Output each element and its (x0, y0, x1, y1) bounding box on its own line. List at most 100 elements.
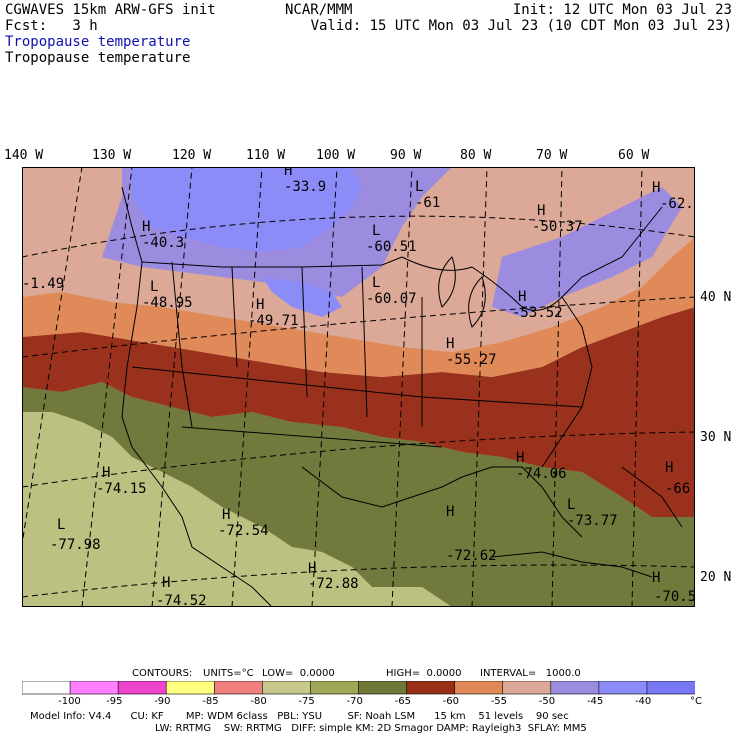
extremum-type: H (142, 219, 150, 235)
graticule (22, 167, 695, 607)
extrema-labels: H -33.9 L -61 H -62.5 H -50.37 L -60.51 … (22, 167, 695, 607)
colorbar-swatch (117, 681, 168, 695)
extremum-value: -74.15 (96, 481, 147, 497)
lon-label: 110 W (246, 148, 286, 163)
field-title-blue: Tropopause temperature (5, 34, 191, 50)
extremum-type: H (652, 570, 660, 586)
band-orange (22, 237, 695, 377)
model-title: CGWAVES 15km ARW-GFS init (5, 2, 216, 18)
colorbar-swatch (22, 681, 71, 695)
extremum-value: -77.98 (50, 537, 101, 553)
lon-label: 120 W (172, 148, 212, 163)
extremum-value: -72.62 (446, 548, 497, 564)
extremum-type: H (222, 507, 230, 523)
model-info-line1: Model Info: V4.4 CU: KF MP: WDM 6class P… (30, 711, 569, 722)
colorbar-tick-label: -65 (394, 696, 411, 707)
extremum-type: L (150, 279, 158, 295)
tropopause-temperature-map: H -33.9 L -61 H -62.5 H -50.37 L -60.51 … (22, 167, 695, 607)
colorbar-units: °C (690, 696, 702, 707)
lon-label: 60 W (618, 148, 650, 163)
extremum-value: -53.52 (512, 305, 563, 321)
extremum-type: H (518, 289, 526, 305)
extremum-value: -40.3 (142, 235, 184, 251)
extremum-type: L (372, 223, 380, 239)
lon-label: 140 W (4, 148, 44, 163)
colorbar-swatch (406, 681, 456, 695)
extremum-value: -72.88 (308, 576, 359, 592)
colorbar (22, 681, 695, 695)
colorbar-swatch (454, 681, 504, 695)
extremum-type: L (57, 517, 65, 533)
band-lt-olive-sw (22, 412, 452, 607)
extremum-value: -73.77 (567, 513, 618, 529)
extremum-value: -66 (665, 481, 690, 497)
lon-label: 70 W (536, 148, 568, 163)
colorbar-tick-label: -45 (586, 696, 604, 707)
extremum-value: -61 (415, 195, 440, 211)
colorbar-swatch (213, 681, 264, 695)
colorbar-swatch (358, 681, 408, 695)
colorbar-swatch (69, 681, 119, 695)
extremum-type: H (446, 336, 454, 352)
init-time: Init: 12 UTC Mon 03 Jul 23 (512, 2, 732, 18)
contours-units: UNITS=°C (203, 668, 254, 679)
extremum-value: -74.06 (516, 466, 567, 482)
lon-label: 90 W (390, 148, 422, 163)
colorbar-tick-label: -55 (490, 696, 508, 707)
extremum-type: H (652, 180, 660, 196)
colorbar-swatch (598, 681, 648, 695)
lon-label: 100 W (316, 148, 356, 163)
model-info-line2: LW: RRTMG SW: RRTMG DIFF: simple KM: 2D … (155, 723, 587, 734)
colorbar-swatch (550, 681, 600, 695)
valid-time: Valid: 15 UTC Mon 03 Jul 23 (10 CDT Mon … (310, 18, 732, 34)
extremum-value: -48.95 (142, 295, 193, 311)
extremum-type: H (308, 561, 316, 577)
colorbar-tick-label: -95 (106, 696, 123, 707)
extremum-value: -33.9 (284, 179, 326, 195)
contours-label: CONTOURS: (132, 668, 193, 679)
extremum-value: -55.27 (446, 352, 497, 368)
lat-label: 40 N (700, 290, 732, 305)
extremum-value: -70.5 (654, 589, 695, 605)
colorbar-swatch (310, 681, 360, 695)
band-blue-2 (262, 277, 342, 317)
coastlines-borders (121, 186, 683, 607)
forecast-hour: Fcst: 3 h (5, 18, 98, 34)
extremum-type: L (372, 275, 380, 291)
lon-label: 80 W (460, 148, 492, 163)
colorbar-tick-label: -70 (346, 696, 363, 707)
extremum-type: H (284, 167, 292, 179)
colorbar-swatch (262, 681, 312, 695)
extremum-type: H (665, 460, 673, 476)
contours-high: HIGH= 0.0000 (386, 668, 462, 679)
extremum-type: H (102, 465, 110, 481)
colorbar-tick-label: -80 (250, 696, 267, 707)
colorbar-tick-label: -85 (202, 696, 219, 707)
extremum-type: H (446, 504, 454, 520)
band-blue (132, 167, 362, 252)
extremum-value: -62.5 (660, 196, 695, 212)
extremum-value: -72.54 (218, 523, 269, 539)
extremum-type: H (516, 450, 524, 466)
lon-label: 130 W (92, 148, 132, 163)
colorbar-swatch (646, 681, 695, 695)
colorbar-tick-label: -50 (538, 696, 556, 707)
extremum-value: -50.37 (532, 219, 583, 235)
band-dark-red (22, 307, 695, 517)
extremum-type: L (567, 497, 575, 513)
extremum-type: H (537, 203, 545, 219)
colorbar-tick-label: -100 (58, 696, 81, 707)
colorbar-tick-label: -75 (298, 696, 315, 707)
extremum-type: H (256, 297, 264, 313)
contours-interval: INTERVAL= 1000.0 (480, 668, 581, 679)
contours-low: LOW= 0.0000 (262, 668, 335, 679)
colorbar-tick-label: -90 (154, 696, 171, 707)
extremum-value: -49.71 (248, 313, 299, 329)
colorbar-tick-label: -40 (634, 696, 652, 707)
map-frame (22, 167, 695, 607)
extremum-value: -60.07 (366, 291, 417, 307)
extremum-value: -60.51 (366, 239, 417, 255)
extremum-type: L (415, 179, 423, 195)
colorbar-tick-label: -60 (442, 696, 459, 707)
extremum-value: -1.49 (22, 276, 64, 292)
